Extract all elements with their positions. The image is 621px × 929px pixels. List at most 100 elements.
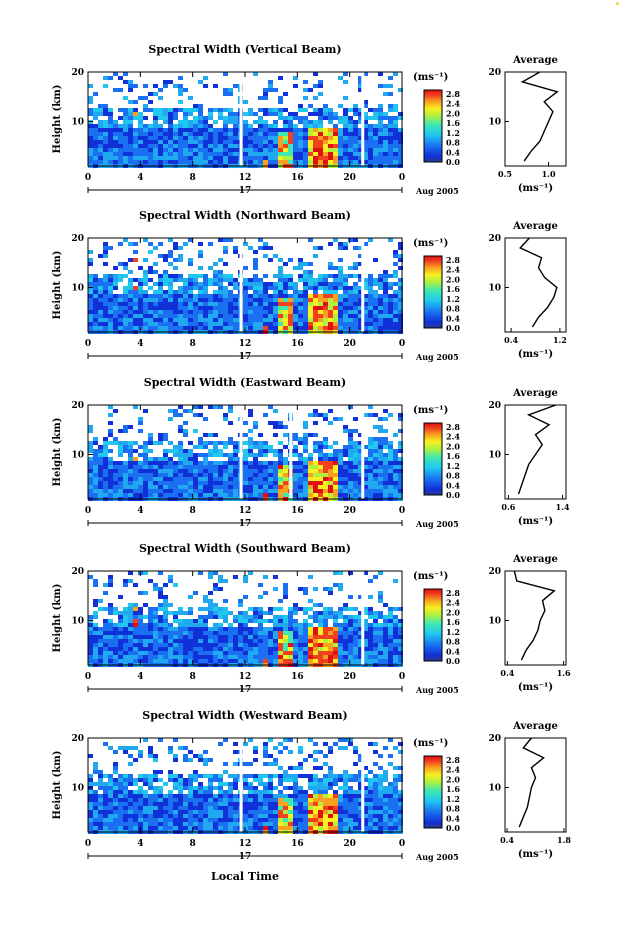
heatmap-cell [243, 595, 248, 599]
heatmap-cell [128, 579, 133, 583]
heatmap-cell [318, 136, 323, 140]
heatmap-cell [173, 461, 178, 465]
heatmap-cell [388, 318, 393, 322]
heatmap-cell [123, 120, 128, 124]
heatmap-cell [168, 465, 173, 469]
heatmap-cell [358, 132, 363, 136]
heatmap-cell [173, 798, 178, 802]
heatmap-cell [318, 615, 323, 619]
average-frame [504, 570, 567, 666]
heatmap-cell [173, 754, 178, 758]
heatmap-cell [98, 326, 103, 330]
heatmap-cell [328, 144, 333, 148]
heatmap-cell [203, 762, 208, 766]
heatmap-cell [118, 806, 123, 810]
heatmap-cell [158, 477, 163, 481]
heatmap-cell [298, 318, 303, 322]
heatmap-cell [133, 611, 138, 615]
heatmap-cell [348, 473, 353, 477]
heatmap-cell [293, 619, 298, 623]
heatmap-cell [333, 310, 338, 314]
heatmap-cell [163, 655, 168, 659]
heatmap-cell [133, 818, 138, 822]
heatmap-cell [393, 72, 398, 76]
heatmap-cell [358, 88, 363, 92]
heatmap-cell [393, 655, 398, 659]
heatmap-cell [273, 489, 278, 493]
heatmap-cell [283, 794, 288, 798]
heatmap-cell [393, 290, 398, 294]
heatmap-cell [328, 140, 333, 144]
heatmap-cell [383, 290, 388, 294]
heatmap-cell [108, 160, 113, 164]
heatmap-cell [308, 794, 313, 798]
heatmap-cell [128, 810, 133, 814]
heatmap-cell [358, 595, 363, 599]
heatmap-cell [88, 818, 93, 822]
heatmap-cell [173, 160, 178, 164]
heatmap-cell [143, 794, 148, 798]
heatmap-cell [198, 116, 203, 120]
heatmap-cell [253, 310, 258, 314]
heatmap-cell [108, 639, 113, 643]
heatmap-cell [113, 441, 118, 445]
heatmap-cell [148, 798, 153, 802]
heatmap-cell [143, 96, 148, 100]
heatmap-cell [118, 477, 123, 481]
x-tick-label: 0 [85, 339, 91, 349]
heatmap-cell [278, 108, 283, 112]
heatmap-cell [143, 140, 148, 144]
heatmap-cell [148, 437, 153, 441]
heatmap-cell [218, 778, 223, 782]
heatmap-cell [253, 814, 258, 818]
heatmap-cell [133, 790, 138, 794]
heatmap-cell [153, 322, 158, 326]
heatmap-cell [228, 152, 233, 156]
heatmap-cell [303, 148, 308, 152]
heatmap-cell [283, 262, 288, 266]
heatmap-cell [163, 128, 168, 132]
heatmap-cell [313, 254, 318, 258]
heatmap-cell [98, 818, 103, 822]
heatmap-cell [263, 806, 268, 810]
heatmap-cell [313, 822, 318, 826]
heatmap-cell [193, 104, 198, 108]
heatmap-cell [358, 262, 363, 266]
heatmap-cell [268, 318, 273, 322]
heatmap-cell [268, 607, 273, 611]
heatmap-cell [108, 156, 113, 160]
heatmap-cell [223, 611, 228, 615]
heatmap-cell [278, 659, 283, 663]
heatmap-cell [348, 290, 353, 294]
heatmap-cell [103, 306, 108, 310]
heatmap-cell [398, 298, 403, 302]
heatmap-cell [183, 160, 188, 164]
heatmap-cell [203, 750, 208, 754]
heatmap-cell [148, 794, 153, 798]
heatmap-cell [313, 148, 318, 152]
heatmap-cell [358, 160, 363, 164]
heatmap-cell [248, 810, 253, 814]
heatmap-cell [258, 449, 263, 453]
heatmap-cell [153, 623, 158, 627]
heatmap-cell [163, 322, 168, 326]
heatmap-cell [233, 84, 238, 88]
heatmap-cell [378, 322, 383, 326]
data-gap [361, 405, 365, 499]
heatmap-cell [368, 124, 373, 128]
heatmap-cell [273, 655, 278, 659]
heatmap-cell [398, 461, 403, 465]
heatmap-cell [178, 782, 183, 786]
heatmap-cell [303, 774, 308, 778]
heatmap-cell [388, 477, 393, 481]
heatmap-cell [193, 818, 198, 822]
heatmap-cell [308, 128, 313, 132]
y-tick-label: 20 [71, 234, 84, 244]
heatmap-cell [243, 631, 248, 635]
heatmap-cell [303, 433, 308, 437]
heatmap-cell [233, 128, 238, 132]
heatmap-cell [103, 76, 108, 80]
heatmap-cell [253, 152, 258, 156]
heatmap-cell [313, 310, 318, 314]
heatmap-cell [93, 798, 98, 802]
